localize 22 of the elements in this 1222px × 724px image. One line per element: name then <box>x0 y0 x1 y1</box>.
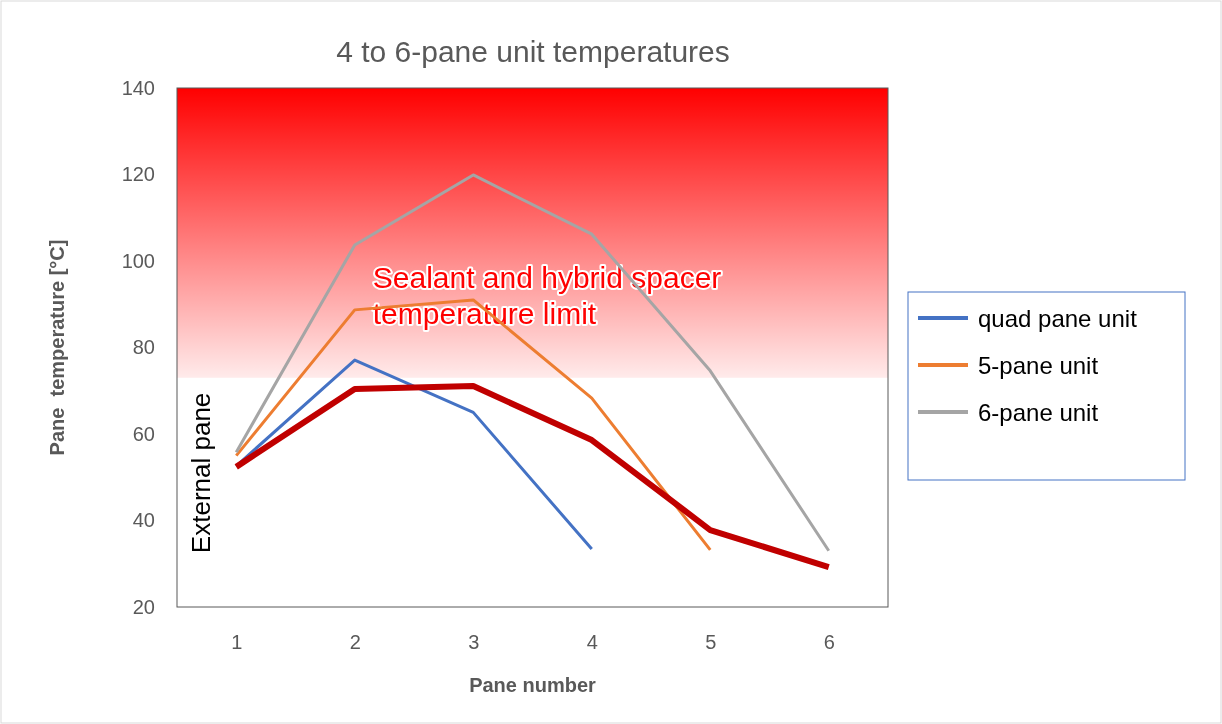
y-tick-label: 140 <box>121 76 155 99</box>
x-tick-label: 2 <box>349 631 361 654</box>
line-series <box>234 173 831 553</box>
y-axis-title: Pane temperature [°C] <box>46 239 68 456</box>
y-tick-label: 100 <box>121 249 155 272</box>
y-tick-label: 40 <box>132 509 155 532</box>
legend-label: 6-pane unit <box>978 399 1099 426</box>
y-tick-label: 80 <box>132 336 155 359</box>
y-tick-label: 20 <box>132 595 155 618</box>
x-tick-label: 3 <box>468 631 480 654</box>
x-tick-label: 6 <box>823 631 835 654</box>
legend-label: 5-pane unit <box>978 352 1099 379</box>
line-series <box>234 298 712 552</box>
x-tick-label: 1 <box>231 631 243 654</box>
annotation: External pane <box>186 392 217 554</box>
y-tick-label: 120 <box>121 163 155 186</box>
x-axis-title: Pane number <box>469 674 597 696</box>
x-tick-label: 5 <box>705 631 717 654</box>
x-tick-label: 4 <box>586 631 598 654</box>
chart-title: 4 to 6-pane unit temperatures <box>336 35 730 68</box>
legend-label: quad pane unit <box>978 305 1138 332</box>
y-tick-label: 60 <box>132 422 155 445</box>
